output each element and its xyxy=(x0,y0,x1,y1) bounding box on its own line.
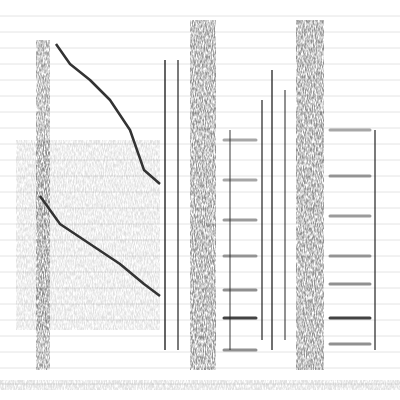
harmonic-note xyxy=(224,317,256,320)
background xyxy=(0,0,400,400)
harmonic-note xyxy=(330,215,370,218)
spectrogram xyxy=(0,0,400,400)
harmonic-note xyxy=(330,175,370,178)
click-stroke xyxy=(261,100,263,340)
harmonic-note xyxy=(330,129,370,132)
click-stroke xyxy=(284,90,286,340)
harmonic-note xyxy=(330,317,370,320)
whistle-trace xyxy=(40,196,160,296)
harmonic-note xyxy=(224,179,256,182)
harmonic-note xyxy=(224,139,256,142)
noise-band xyxy=(296,20,324,370)
harmonic-note xyxy=(224,289,256,292)
harmonic-note xyxy=(330,255,370,258)
noise-band xyxy=(0,380,400,390)
noise-band xyxy=(190,20,216,370)
root xyxy=(0,0,400,400)
whistle-trace xyxy=(56,44,160,184)
harmonic-note xyxy=(224,349,256,352)
click-stroke xyxy=(271,70,273,350)
harmonic-note xyxy=(330,283,370,286)
harmonic-note xyxy=(224,255,256,258)
plot xyxy=(0,20,400,390)
grid xyxy=(0,16,400,384)
click-stroke xyxy=(374,130,376,350)
click-stroke xyxy=(177,60,179,350)
harmonic-note xyxy=(224,219,256,222)
harmonic-note xyxy=(330,343,370,346)
click-stroke xyxy=(164,60,166,350)
grid-line xyxy=(0,16,400,17)
